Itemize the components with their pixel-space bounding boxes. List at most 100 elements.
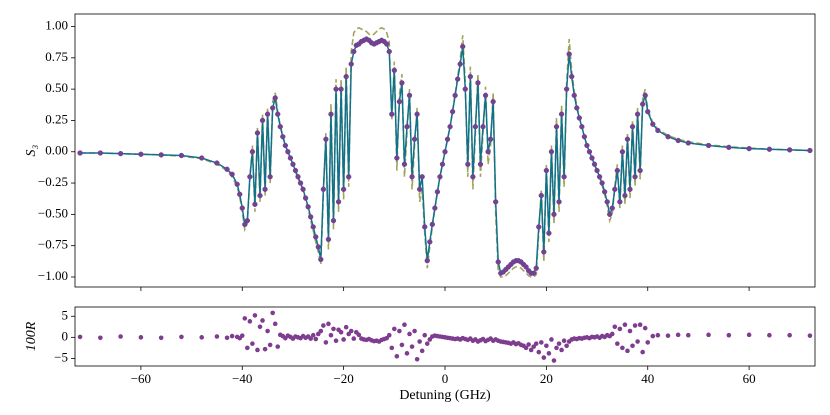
data-point	[300, 186, 306, 192]
data-point	[292, 167, 299, 174]
residual-point	[787, 332, 792, 338]
residual-point	[407, 331, 412, 337]
y-tick-label: 0.50	[45, 80, 68, 95]
data-point	[391, 67, 397, 74]
residual-point	[625, 348, 630, 354]
data-point	[404, 124, 410, 130]
data-point	[449, 109, 456, 115]
data-point	[766, 146, 773, 152]
residual-point	[612, 324, 618, 330]
data-point	[475, 80, 481, 86]
data-point	[244, 217, 250, 224]
residual-point	[635, 339, 640, 344]
data-point	[472, 124, 479, 130]
data-point	[563, 86, 570, 92]
residual-point	[617, 326, 623, 332]
residual-point	[77, 334, 83, 340]
data-point	[272, 95, 278, 101]
data-point	[634, 111, 641, 117]
residual-point	[620, 345, 625, 351]
residual-point	[409, 344, 415, 349]
data-point	[490, 99, 496, 105]
data-point	[330, 217, 337, 224]
data-point	[584, 142, 590, 149]
data-point	[422, 224, 428, 230]
residual-point	[746, 332, 752, 338]
residual-point	[229, 333, 235, 339]
residual-point	[609, 331, 615, 337]
data-point	[465, 161, 471, 167]
data-point	[343, 73, 349, 80]
data-point	[429, 221, 435, 228]
plot-area	[77, 310, 813, 363]
residual-point	[726, 332, 732, 338]
residual-point	[275, 344, 281, 349]
x-tick-label: −20	[333, 371, 353, 386]
data-point	[224, 166, 230, 172]
residual-point	[389, 345, 395, 351]
data-point	[117, 150, 124, 157]
data-point	[480, 124, 486, 130]
residual-point	[257, 324, 263, 330]
residual-point	[250, 341, 255, 346]
residual-point	[424, 341, 430, 346]
data-point	[254, 130, 261, 136]
data-point	[264, 111, 271, 117]
residual-point	[270, 310, 275, 316]
data-point	[406, 92, 413, 99]
data-point	[622, 192, 628, 199]
data-point	[495, 259, 501, 265]
residual-point	[559, 347, 564, 353]
x-tick-label: 60	[743, 371, 756, 386]
residual-point	[536, 349, 542, 355]
data-point	[333, 86, 339, 92]
data-point	[452, 92, 458, 99]
data-point	[685, 140, 691, 146]
data-point	[323, 136, 329, 142]
data-point	[599, 180, 605, 186]
data-point	[650, 121, 656, 127]
data-point	[607, 211, 613, 218]
residual-point	[265, 328, 270, 334]
residual-point	[665, 333, 671, 338]
data-point	[270, 105, 276, 111]
data-point	[553, 124, 560, 130]
data-point	[467, 73, 473, 80]
data-point	[158, 152, 164, 158]
residual-point	[179, 334, 184, 340]
data-point	[561, 174, 567, 180]
residual-point	[417, 339, 422, 344]
data-point	[705, 142, 712, 149]
y-tick-label: 5	[62, 307, 69, 322]
residual-point	[404, 351, 410, 356]
residual-point	[419, 348, 425, 354]
data-point	[259, 117, 266, 124]
residual-point	[685, 332, 691, 338]
data-point	[313, 234, 319, 240]
y-tick-label: 0.75	[45, 49, 68, 64]
data-point	[457, 61, 463, 67]
residual-point	[630, 343, 635, 349]
plot-area	[77, 26, 813, 278]
residual-point	[655, 332, 661, 338]
x-tick-label: 0	[442, 371, 449, 386]
data-point	[290, 161, 296, 167]
data-point	[596, 174, 603, 180]
data-point	[401, 161, 408, 167]
data-point	[396, 99, 403, 105]
residual-point	[252, 313, 258, 318]
data-point	[295, 174, 301, 180]
residual-point	[328, 332, 334, 338]
data-point	[305, 204, 311, 210]
y-axis-label: S₃	[24, 144, 39, 156]
data-point	[627, 186, 633, 192]
data-point	[262, 186, 268, 192]
residual-point	[386, 332, 392, 338]
data-point	[247, 174, 253, 180]
residual-point	[528, 347, 534, 353]
data-point	[310, 224, 316, 230]
data-point	[386, 48, 392, 55]
data-point	[455, 76, 461, 82]
data-point	[637, 167, 643, 174]
